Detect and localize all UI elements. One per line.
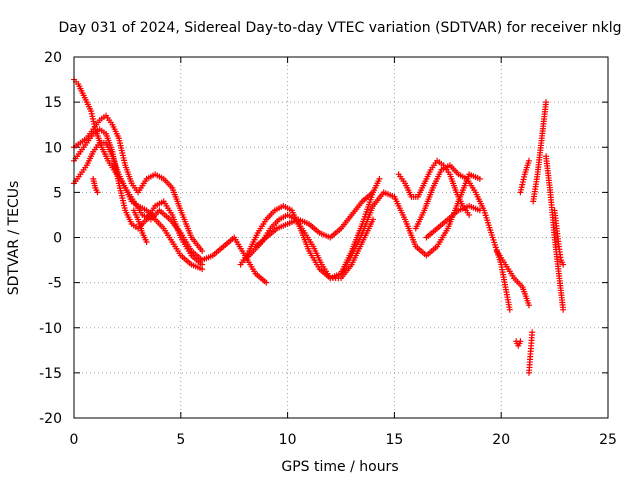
y-tick-label: 5 (53, 185, 62, 201)
data-point (543, 99, 550, 106)
series-track-15 (513, 338, 524, 349)
data-point (263, 279, 270, 286)
x-tick-label: 0 (70, 432, 79, 448)
x-tick-label: 25 (599, 432, 617, 448)
data-point (199, 266, 206, 273)
series-track-14 (493, 248, 532, 309)
data-point (476, 175, 483, 182)
data-point (376, 175, 383, 182)
ticks-layer: 0 5 10 15 20 25 -20 -15 -10 -5 0 5 10 15 20 (39, 50, 617, 448)
series-track-13 (423, 202, 483, 241)
data-point (199, 248, 206, 255)
data-point (466, 211, 473, 218)
y-tick-label: 15 (44, 95, 62, 111)
series-track-10 (338, 171, 483, 277)
y-tick-label: 10 (44, 140, 62, 156)
data-point (370, 189, 377, 196)
x-tick-label: 10 (279, 432, 297, 448)
chart-title: Day 031 of 2024, Sidereal Day-to-day VTE… (59, 20, 622, 36)
plot-frame (73, 56, 609, 419)
data-point (143, 239, 150, 246)
x-tick-label: 20 (492, 432, 510, 448)
series-track-16 (525, 329, 536, 376)
series-track-4 (71, 139, 206, 273)
data-point (517, 338, 524, 345)
series-track-9 (252, 189, 377, 250)
data-point (370, 216, 377, 223)
x-tick-label: 15 (385, 432, 403, 448)
y-axis-label: SDTVAR / TECUs (6, 181, 22, 296)
data-point (476, 207, 483, 214)
data-point (560, 261, 567, 268)
data-layer (71, 76, 567, 376)
y-tick-label: -10 (39, 321, 62, 337)
series-track-3 (71, 126, 206, 268)
series-track-18 (530, 99, 550, 205)
series-track-6 (130, 207, 150, 246)
grid-layer (74, 57, 608, 418)
series-track-5 (90, 175, 101, 196)
y-tick-label: -20 (39, 411, 62, 427)
y-tick-label: -15 (39, 366, 62, 382)
data-point (94, 189, 101, 196)
data-point (525, 302, 532, 309)
y-tick-label: -5 (48, 276, 62, 292)
data-point (529, 329, 536, 336)
series-track-1 (71, 76, 270, 286)
y-tick-label: 0 (53, 231, 62, 247)
series-track-7 (237, 175, 383, 282)
series-track-12 (412, 162, 513, 313)
series-track-17 (517, 157, 532, 196)
series-track-11 (395, 157, 473, 218)
data-point (560, 306, 567, 313)
data-point (525, 157, 532, 164)
x-axis-label: GPS time / hours (281, 459, 398, 475)
series-track-20 (551, 207, 567, 268)
x-tick-label: 5 (176, 432, 185, 448)
series-track-19 (543, 153, 567, 313)
data-point (506, 306, 513, 313)
y-tick-label: 20 (44, 50, 62, 66)
